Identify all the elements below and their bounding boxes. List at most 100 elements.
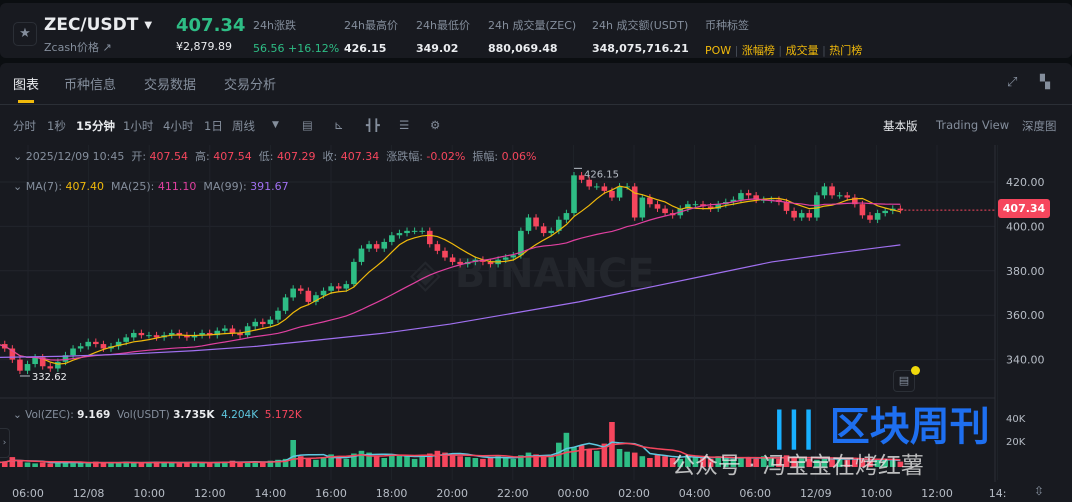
gear-icon[interactable]: ⚙	[430, 118, 441, 132]
candle-body	[738, 193, 744, 200]
candle-body	[578, 175, 585, 180]
volume-bar	[480, 458, 486, 467]
tab-chart[interactable]: 图表	[13, 78, 40, 93]
notes-icon[interactable]: ▤	[893, 370, 915, 392]
candle-body	[62, 355, 69, 362]
volume-bar	[214, 462, 221, 467]
stat-low: 24h最低价 349.02	[416, 19, 470, 55]
volume-bar	[426, 453, 433, 467]
volume-bar	[381, 458, 388, 467]
candle-body	[510, 255, 517, 258]
volume-bar	[1, 461, 8, 467]
volume-bar	[93, 461, 99, 467]
candle-body	[252, 321, 259, 327]
favorite-star-icon[interactable]: ★	[13, 22, 37, 46]
tag-pow[interactable]: POW	[705, 44, 732, 57]
candle-body	[631, 186, 638, 218]
volume-bar	[548, 457, 555, 467]
symbol-selector[interactable]: ZEC/USDT ▼	[44, 15, 152, 35]
candle-type-icon[interactable]: ┫┣	[366, 118, 380, 132]
watermark-brand: ||| 区块周刊	[772, 404, 990, 450]
volume-bar	[191, 461, 198, 467]
tag-hot[interactable]: 热门榜	[829, 44, 863, 57]
time-tick-label: 22:00	[497, 487, 529, 500]
candle-body	[85, 341, 92, 347]
calendar-icon[interactable]: ▤	[302, 118, 313, 132]
volume-info: ⌄ Vol(ZEC): 9.169 Vol(USDT) 3.735K 4.204…	[13, 409, 302, 421]
view-depth[interactable]: 深度图	[1022, 119, 1057, 133]
interval-timeline[interactable]: 分时	[13, 119, 36, 133]
interval-1d[interactable]: 1日	[204, 119, 223, 133]
volume-bar	[829, 458, 835, 467]
volume-bar	[343, 458, 350, 467]
time-tick-label: 10:00	[133, 487, 165, 500]
candle-body	[320, 290, 327, 296]
stat-volume-usdt: 24h 成交额(USDT) 348,075,716.21	[592, 19, 689, 55]
candle-body	[168, 332, 175, 336]
interval-1w[interactable]: 周线	[232, 119, 255, 133]
tag-volume[interactable]: 成交量	[785, 44, 819, 57]
chart-panel: 图表 币种信息 交易数据 交易分析 ⤢ ▚ 分时 1秒 15分钟 1小时 4小时…	[0, 63, 1072, 502]
interval-1s[interactable]: 1秒	[47, 119, 66, 133]
candle-body	[685, 204, 691, 209]
fiat-price: ¥2,879.89	[176, 40, 232, 53]
volume-bar	[39, 462, 46, 467]
interval-1h[interactable]: 1小时	[123, 119, 154, 133]
indicator-icon[interactable]: ⊾	[334, 118, 344, 132]
more-intervals-caret-icon[interactable]: ▼	[272, 120, 279, 130]
view-basic[interactable]: 基本版	[883, 119, 918, 133]
volume-bar	[123, 461, 129, 467]
candle-body	[449, 257, 456, 262]
volume-bar	[161, 462, 167, 467]
volume-bar	[806, 458, 813, 467]
candle-body	[707, 206, 714, 209]
tab-coin-info[interactable]: 币种信息	[64, 78, 117, 93]
volume-bar	[654, 454, 661, 467]
volume-bar	[510, 458, 517, 467]
layout-icon[interactable]: ▚	[1040, 75, 1050, 90]
candle-body	[297, 288, 304, 291]
volume-bar	[472, 458, 479, 467]
volume-bar	[889, 460, 896, 467]
candle-body	[609, 190, 615, 198]
interval-4h[interactable]: 4小时	[163, 119, 194, 133]
view-trading-view[interactable]: Trading View	[936, 118, 1010, 132]
volume-bar	[798, 458, 805, 467]
candle-body	[518, 230, 524, 256]
candlestick-chart[interactable]: 420.00 400.00 380.00 360.00 340.00 06:00 12/08…	[0, 145, 1072, 502]
volume-bar	[882, 458, 888, 467]
time-tick-label: 12:00	[921, 487, 953, 500]
tag-gainers[interactable]: 涨幅榜	[741, 44, 775, 57]
volume-bar	[222, 461, 228, 467]
time-tick-label: 10:00	[861, 487, 893, 500]
interval-15m[interactable]: 15分钟	[76, 119, 116, 133]
volume-bar	[753, 458, 759, 467]
active-tab-indicator	[18, 100, 34, 103]
candle-body	[662, 208, 668, 214]
expand-panel-handle[interactable]: ›	[0, 428, 10, 458]
volume-bar	[404, 456, 410, 467]
volume-bar	[252, 461, 259, 467]
axis-scale-icon[interactable]: ⇳	[1034, 484, 1045, 498]
volume-bar	[335, 457, 342, 467]
candle-body	[396, 233, 403, 236]
tab-trade-data[interactable]: 交易数据	[144, 78, 197, 93]
coin-info-link[interactable]: Zcash价格 ↗	[44, 41, 112, 54]
time-tick-label: 02:00	[618, 487, 650, 500]
candle-body	[381, 241, 388, 249]
volume-bar	[320, 458, 327, 467]
candle-body	[366, 244, 372, 249]
chart-settings-list-icon[interactable]: ☰	[399, 118, 410, 132]
volume-bar	[571, 447, 577, 467]
tab-trade-analysis[interactable]: 交易分析	[224, 78, 277, 93]
volume-bar	[692, 457, 699, 467]
candle-body	[237, 332, 243, 336]
candle-body	[419, 230, 425, 232]
candle-body	[601, 186, 608, 191]
fullscreen-icon[interactable]: ⤢	[1007, 75, 1018, 90]
volume-bar	[601, 443, 608, 467]
candle-body	[229, 328, 236, 333]
volume-bar	[62, 462, 69, 467]
candle-body	[487, 261, 494, 265]
candle-body	[214, 330, 221, 336]
